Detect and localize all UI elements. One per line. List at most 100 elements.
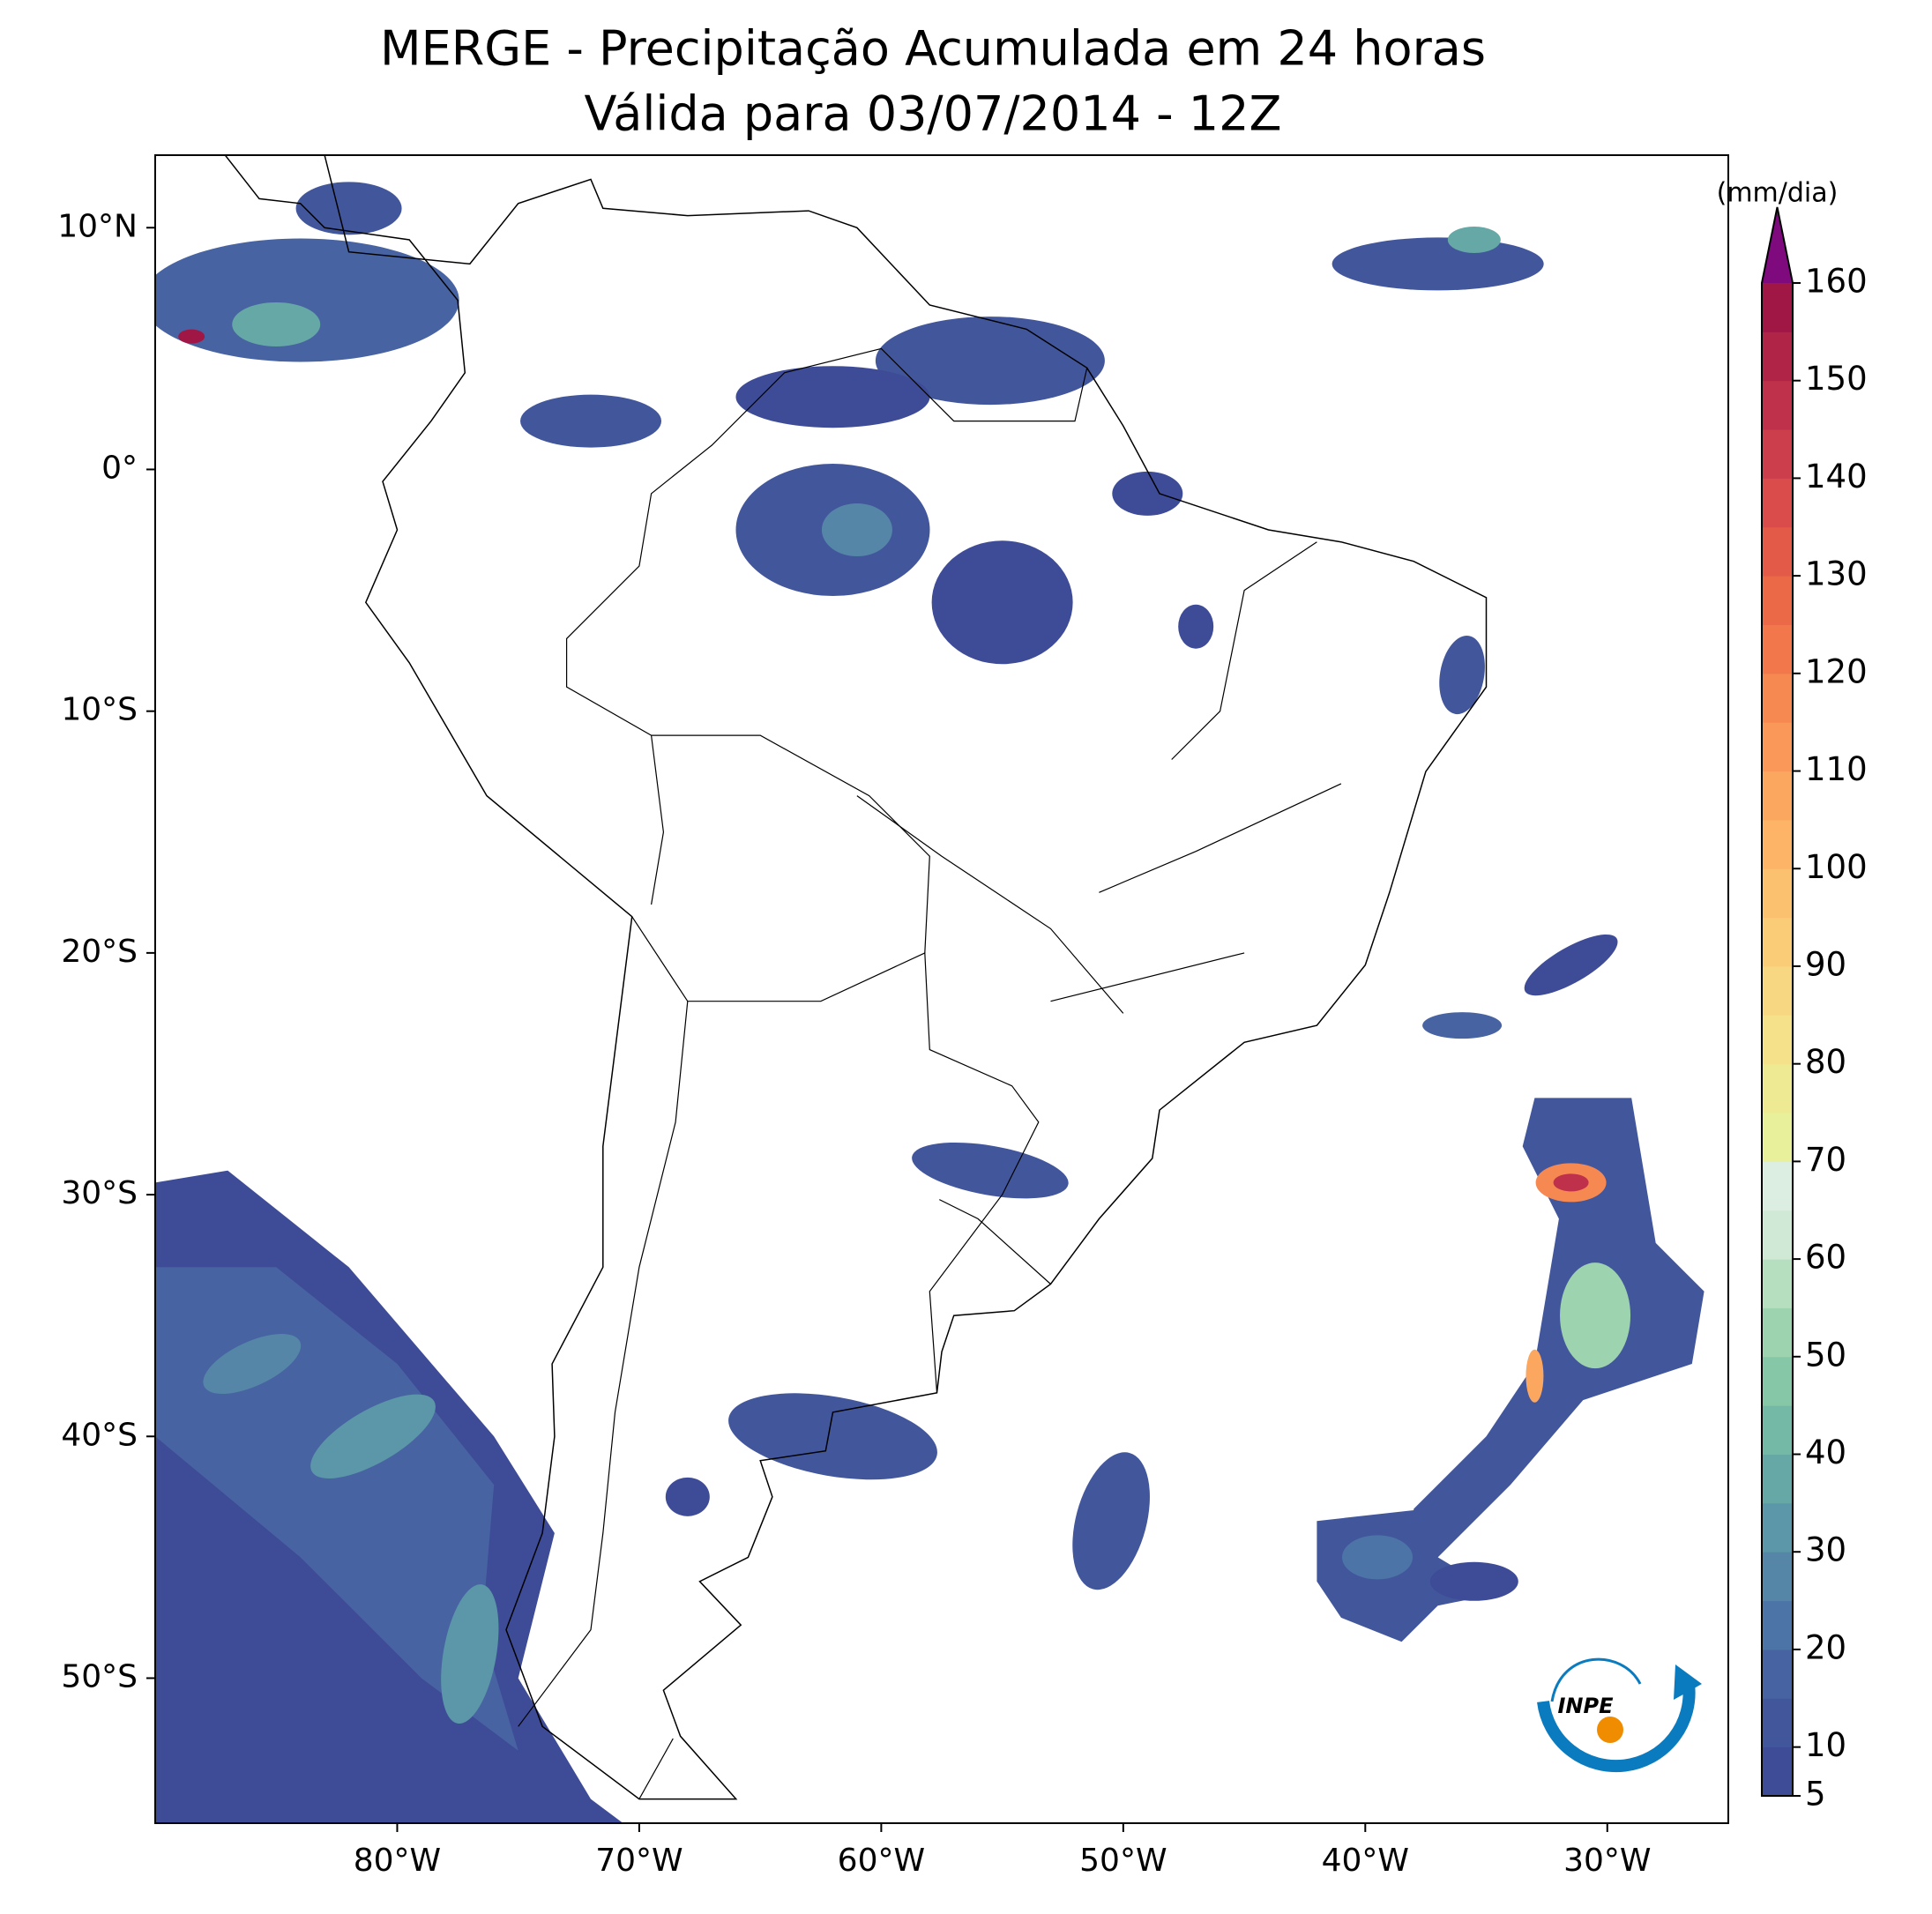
border [1171, 541, 1317, 760]
y-tick-label: 30°S [61, 1175, 138, 1211]
colorbar-level [1762, 1502, 1793, 1553]
colorbar-level [1762, 1210, 1793, 1260]
precip-area [178, 329, 205, 344]
colorbar-tick-label: 130 [1805, 555, 1868, 593]
colorbar-level [1762, 1649, 1793, 1699]
y-tick-label: 10°N [57, 208, 138, 244]
border [638, 1738, 674, 1799]
colorbar-level [1762, 526, 1793, 577]
x-tick-label: 30°W [1563, 1843, 1651, 1879]
precip-area [232, 302, 321, 346]
precip-area [821, 503, 892, 557]
precip-area [1342, 1535, 1414, 1580]
precip-area [520, 394, 662, 448]
colorbar-tick-label: 5 [1805, 1776, 1826, 1813]
precip-area [728, 1393, 937, 1480]
y-tick-label: 10°S [61, 692, 138, 728]
precip-area [1429, 1561, 1518, 1601]
colorbar-level [1762, 771, 1793, 821]
colorbar-tick-label: 60 [1805, 1239, 1846, 1277]
colorbar-level [1762, 429, 1793, 479]
y-tick-label: 40°S [61, 1417, 138, 1453]
colorbar-level [1762, 1405, 1793, 1456]
colorbar-level [1762, 576, 1793, 625]
precip-area [1112, 471, 1183, 516]
colorbar-tick-label: 160 [1805, 263, 1868, 301]
precip-area [1447, 226, 1501, 253]
precip-area [1178, 604, 1214, 649]
precip-area [1560, 1262, 1631, 1369]
precip-area [310, 1394, 436, 1478]
precip-area [1524, 934, 1618, 996]
y-tick-label: 50°S [61, 1658, 138, 1694]
border [651, 734, 930, 953]
colorbar-extend [1762, 207, 1793, 283]
colorbar-tick-label: 110 [1805, 750, 1868, 788]
colorbar-level [1762, 331, 1793, 382]
colorbar-tick-label: 150 [1805, 360, 1868, 398]
colorbar-frame [1761, 206, 1794, 1797]
colorbar-tick-label: 30 [1805, 1531, 1846, 1569]
x-tick-label: 70°W [595, 1843, 683, 1879]
border [856, 795, 1124, 1014]
colorbar-tick-label: 20 [1805, 1628, 1846, 1666]
colorbar-level [1762, 478, 1793, 528]
y-tick-label: 20°S [61, 934, 138, 970]
colorbar-level [1762, 965, 1793, 1016]
precip-area [203, 1334, 302, 1395]
colorbar-level [1762, 624, 1793, 674]
logo-text: INPE [1558, 1694, 1615, 1718]
colorbar-level [1762, 1698, 1793, 1748]
precip-area [1414, 1098, 1704, 1582]
logo-arc [1537, 1683, 1696, 1773]
colorbar-level [1762, 1307, 1793, 1358]
colorbar-level [1762, 1600, 1793, 1650]
subtitle: Válida para 03/07/2014 - 12Z [585, 86, 1282, 142]
colorbar-unit: (mm/dia) [1717, 178, 1839, 209]
map-area [155, 155, 1704, 1823]
inpe-logo: INPE [1537, 1657, 1702, 1773]
colorbar-tick-label: 70 [1805, 1141, 1846, 1179]
precip-area [931, 540, 1073, 665]
colorbar-level [1762, 1746, 1793, 1797]
colorbar-level [1762, 1015, 1793, 1065]
colorbar-level [1762, 1552, 1793, 1602]
precip-area [735, 366, 930, 428]
logo-swirl [1550, 1657, 1642, 1702]
precip-area [441, 1584, 499, 1724]
precip-area [1525, 1349, 1544, 1403]
precip-area [1422, 1012, 1503, 1039]
colorbar-tick-label: 50 [1805, 1336, 1846, 1374]
colorbar-level [1762, 1454, 1793, 1504]
precip-area [1072, 1452, 1150, 1590]
precip-area [875, 317, 1105, 406]
coastline [224, 155, 1488, 1800]
colorbar-level [1762, 673, 1793, 723]
border [939, 1199, 1051, 1285]
precip-area [155, 238, 459, 362]
colorbar-tick-label: 10 [1805, 1726, 1846, 1764]
colorbar-tick-label: 80 [1805, 1043, 1846, 1081]
border [631, 916, 1040, 1393]
colorbar-level [1762, 1259, 1793, 1308]
colorbar-level [1762, 722, 1793, 772]
map-frame [154, 154, 1729, 1824]
precip-area [295, 182, 402, 235]
precip-area [1553, 1173, 1589, 1192]
colorbar-level [1762, 868, 1793, 919]
precip-area [1332, 237, 1544, 291]
colorbar-tick-label: 40 [1805, 1434, 1846, 1471]
colorbar-level [1762, 1113, 1793, 1162]
precip-area [1439, 636, 1485, 715]
x-tick-label: 50°W [1079, 1843, 1167, 1879]
x-tick-label: 80°W [354, 1843, 441, 1879]
precip-area [665, 1477, 710, 1516]
colorbar-level [1762, 1063, 1793, 1113]
title: MERGE - Precipitação Acumulada em 24 hor… [380, 21, 1486, 77]
colorbar-level [1762, 283, 1793, 332]
logo-arrow [1674, 1665, 1702, 1700]
colorbar-level [1762, 1161, 1793, 1211]
colorbar-tick-label: 140 [1805, 458, 1868, 495]
